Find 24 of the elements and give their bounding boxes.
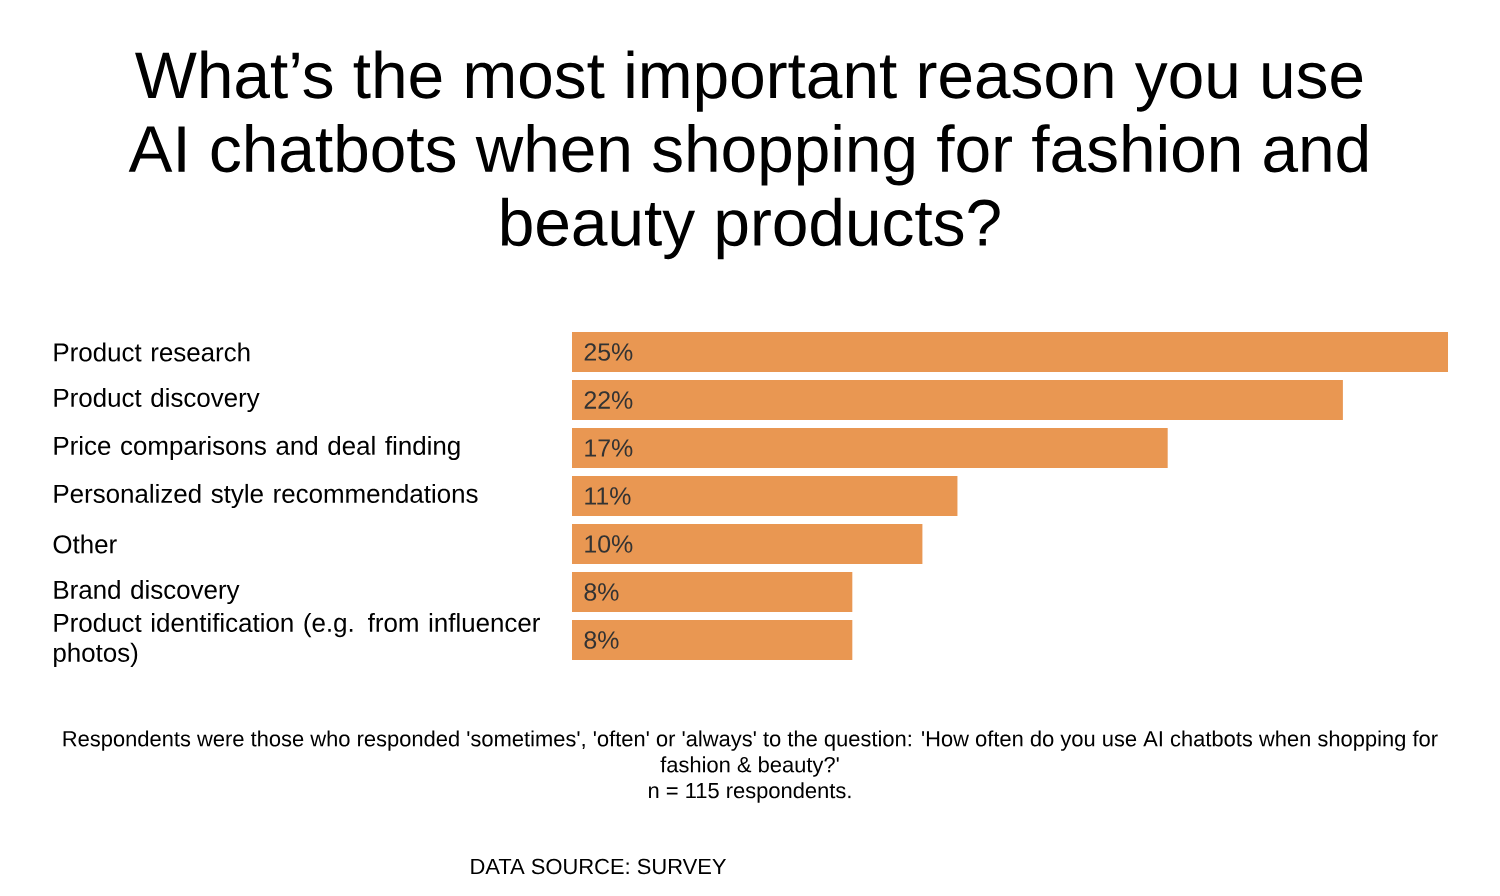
- bar: [572, 476, 958, 516]
- y-tick-label: Other: [53, 534, 117, 554]
- data-label: 17%: [585, 439, 633, 457]
- data-label: 8%: [584, 583, 619, 601]
- source-note: DATA SOURCE: SURVEY: [471, 858, 727, 875]
- bar: [572, 380, 1343, 421]
- data-label: 22%: [584, 391, 633, 409]
- y-tick-label: Product research: [54, 342, 250, 362]
- y-tick-label: Personalized style recommendations: [54, 483, 478, 509]
- bar: [572, 332, 1449, 373]
- bar: [572, 572, 853, 612]
- y-tick-label: Product identification (e.g. from influencer photos): [54, 612, 540, 668]
- bar: [572, 428, 1168, 469]
- y-tick-label: Product discovery: [54, 387, 260, 413]
- data-label: 8%: [584, 631, 619, 649]
- chart-title: What’s the most important reason you use AI chatbots when shopping for fashion and beauty products?: [128, 50, 1367, 260]
- bar: [572, 620, 853, 660]
- data-label: 10%: [585, 535, 633, 553]
- y-tick-label: Price comparisons and deal finding: [54, 435, 460, 461]
- text: n = 115 respondents.: [649, 782, 851, 803]
- data-label: 11%: [585, 487, 631, 505]
- data-label: 25%: [584, 343, 633, 361]
- bar: [572, 524, 923, 564]
- y-tick-label: Brand discovery: [54, 579, 240, 605]
